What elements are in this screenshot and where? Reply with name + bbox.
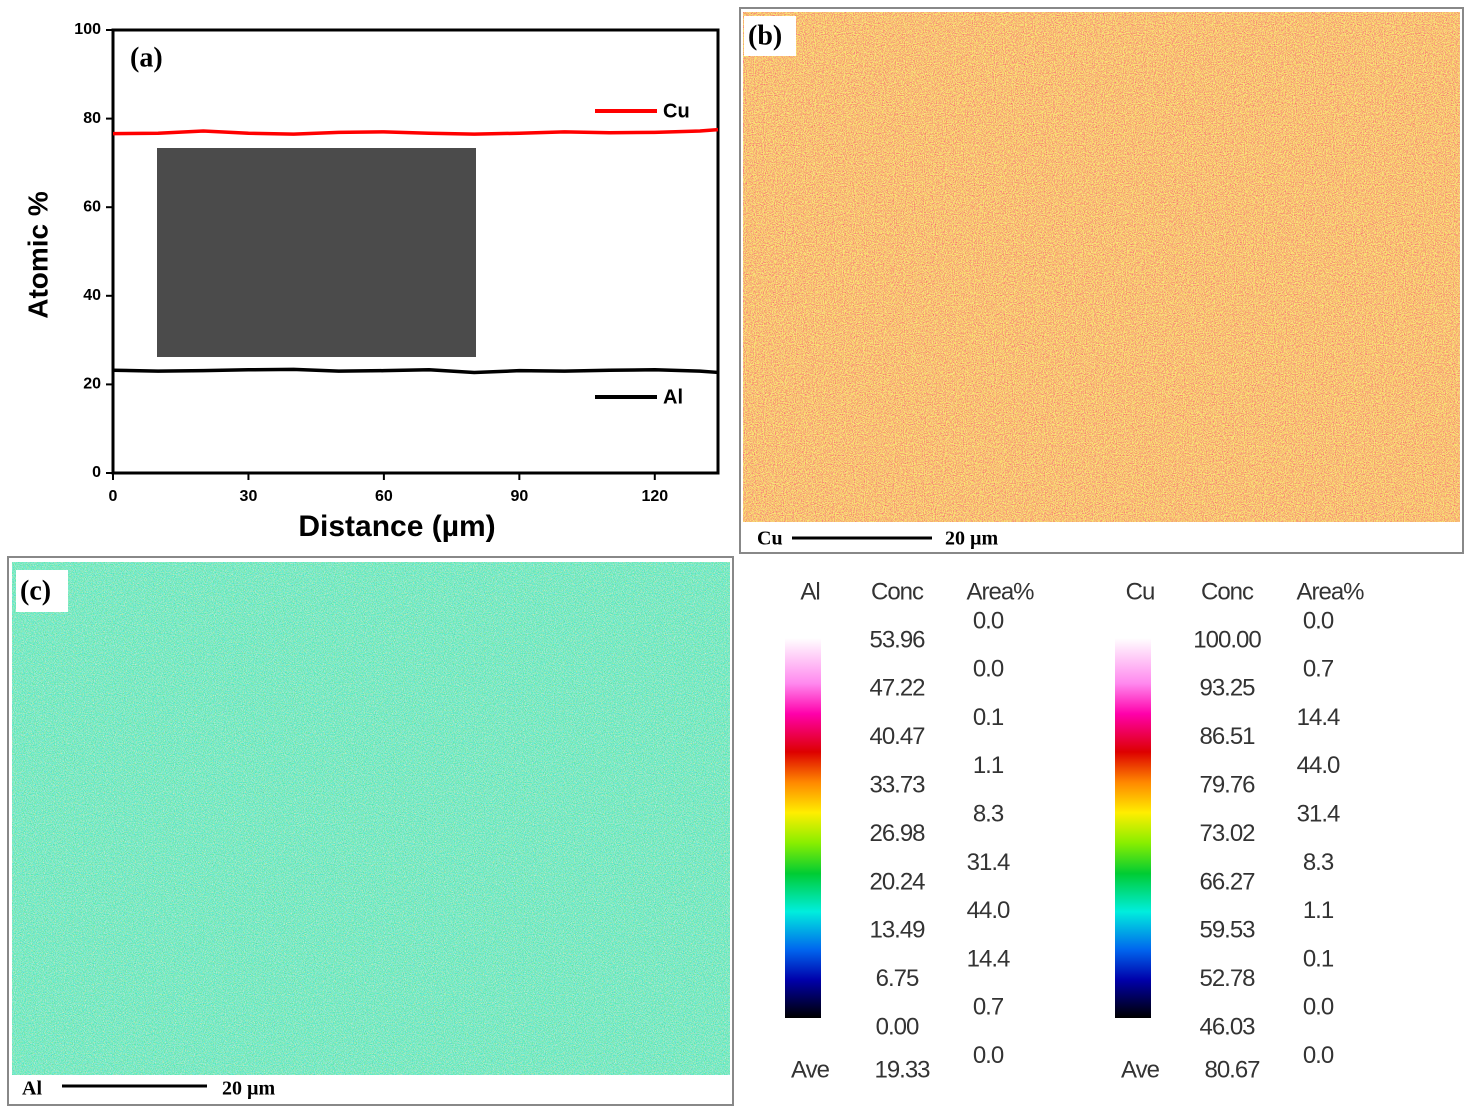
label-bg xyxy=(744,16,796,56)
area-value: 8.3 xyxy=(973,801,1004,828)
conc-value: 26.98 xyxy=(869,820,925,847)
area-value: 0.7 xyxy=(973,994,1004,1021)
scale-label: 20 µm xyxy=(222,1078,276,1100)
conc-value: 47.22 xyxy=(869,675,925,702)
legend-label: Al xyxy=(663,386,683,408)
y-tick-label: 100 xyxy=(74,21,101,38)
al-map xyxy=(12,562,730,1075)
area-value: 31.4 xyxy=(967,849,1010,876)
legend-label: Cu xyxy=(663,100,690,122)
color-bar xyxy=(785,638,821,1018)
panel-label: (b) xyxy=(748,20,782,51)
ave-label: Ave xyxy=(1121,1056,1160,1083)
x-tick-label: 120 xyxy=(641,488,668,505)
x-axis-label: Distance (µm) xyxy=(298,510,495,543)
conc-value: 53.96 xyxy=(869,626,925,653)
conc-value: 73.02 xyxy=(1199,820,1255,847)
y-tick-label: 60 xyxy=(83,198,101,215)
conc-value: 66.27 xyxy=(1199,868,1255,895)
scale-element: Cu xyxy=(757,528,783,550)
area-value: 44.0 xyxy=(1297,752,1340,779)
area-value: 0.0 xyxy=(973,656,1004,683)
conc-value: 46.03 xyxy=(1199,1014,1255,1041)
conc-value: 93.25 xyxy=(1199,675,1255,702)
area-value: 0.7 xyxy=(1303,656,1334,683)
series-line xyxy=(112,127,719,136)
conc-value: 0.00 xyxy=(876,1014,919,1041)
y-tick-label: 0 xyxy=(92,464,101,481)
area-value: 0.0 xyxy=(1303,994,1334,1021)
y-axis-label: Atomic % xyxy=(22,191,53,319)
conc-value: 79.76 xyxy=(1199,772,1255,799)
conc-value: 100.00 xyxy=(1193,626,1261,653)
ave-value: 80.67 xyxy=(1204,1056,1260,1083)
area-value: 8.3 xyxy=(1303,849,1334,876)
y-tick-label: 80 xyxy=(83,110,101,127)
area-value: 44.0 xyxy=(967,897,1010,924)
ave-value: 19.33 xyxy=(874,1056,930,1083)
conc-value: 33.73 xyxy=(869,772,925,799)
series-line xyxy=(112,367,719,375)
sem-inset xyxy=(157,148,476,357)
legend-element: Cu xyxy=(1126,578,1155,605)
area-value: 0.0 xyxy=(1303,1042,1334,1069)
y-tick-label: 20 xyxy=(83,376,101,393)
area-value: 14.4 xyxy=(1297,704,1340,731)
conc-value: 20.24 xyxy=(869,868,925,895)
y-tick-label: 40 xyxy=(83,287,101,304)
conc-value: 52.78 xyxy=(1199,965,1255,992)
legend-element: Al xyxy=(800,578,819,605)
scale-label: 20 µm xyxy=(945,528,999,550)
area-value: 0.0 xyxy=(973,1042,1004,1069)
area-header: Area% xyxy=(966,578,1034,605)
area-value: 0.0 xyxy=(1303,607,1334,634)
ave-label: Ave xyxy=(791,1056,830,1083)
conc-header: Conc xyxy=(1201,578,1254,605)
conc-value: 86.51 xyxy=(1199,723,1255,750)
conc-value: 13.49 xyxy=(869,917,925,944)
area-value: 1.1 xyxy=(973,752,1004,779)
area-value: 0.1 xyxy=(973,704,1004,731)
conc-value: 40.47 xyxy=(869,723,925,750)
area-value: 0.0 xyxy=(973,607,1004,634)
area-value: 14.4 xyxy=(967,945,1010,972)
panel-label: (c) xyxy=(20,575,51,606)
area-value: 31.4 xyxy=(1297,801,1340,828)
panel-label: (a) xyxy=(130,42,163,73)
plot-frame xyxy=(111,28,720,475)
x-tick-label: 30 xyxy=(240,488,258,505)
x-tick-label: 60 xyxy=(375,488,393,505)
area-value: 1.1 xyxy=(1303,897,1334,924)
conc-header: Conc xyxy=(871,578,924,605)
color-bar xyxy=(1115,638,1151,1018)
area-header: Area% xyxy=(1296,578,1364,605)
x-tick-label: 90 xyxy=(510,488,528,505)
label-bg xyxy=(16,570,68,612)
x-tick-label: 0 xyxy=(109,488,118,505)
scale-element: Al xyxy=(22,1078,42,1100)
conc-value: 59.53 xyxy=(1199,917,1255,944)
conc-value: 6.75 xyxy=(876,965,919,992)
cu-map xyxy=(743,12,1460,522)
area-value: 0.1 xyxy=(1303,945,1334,972)
